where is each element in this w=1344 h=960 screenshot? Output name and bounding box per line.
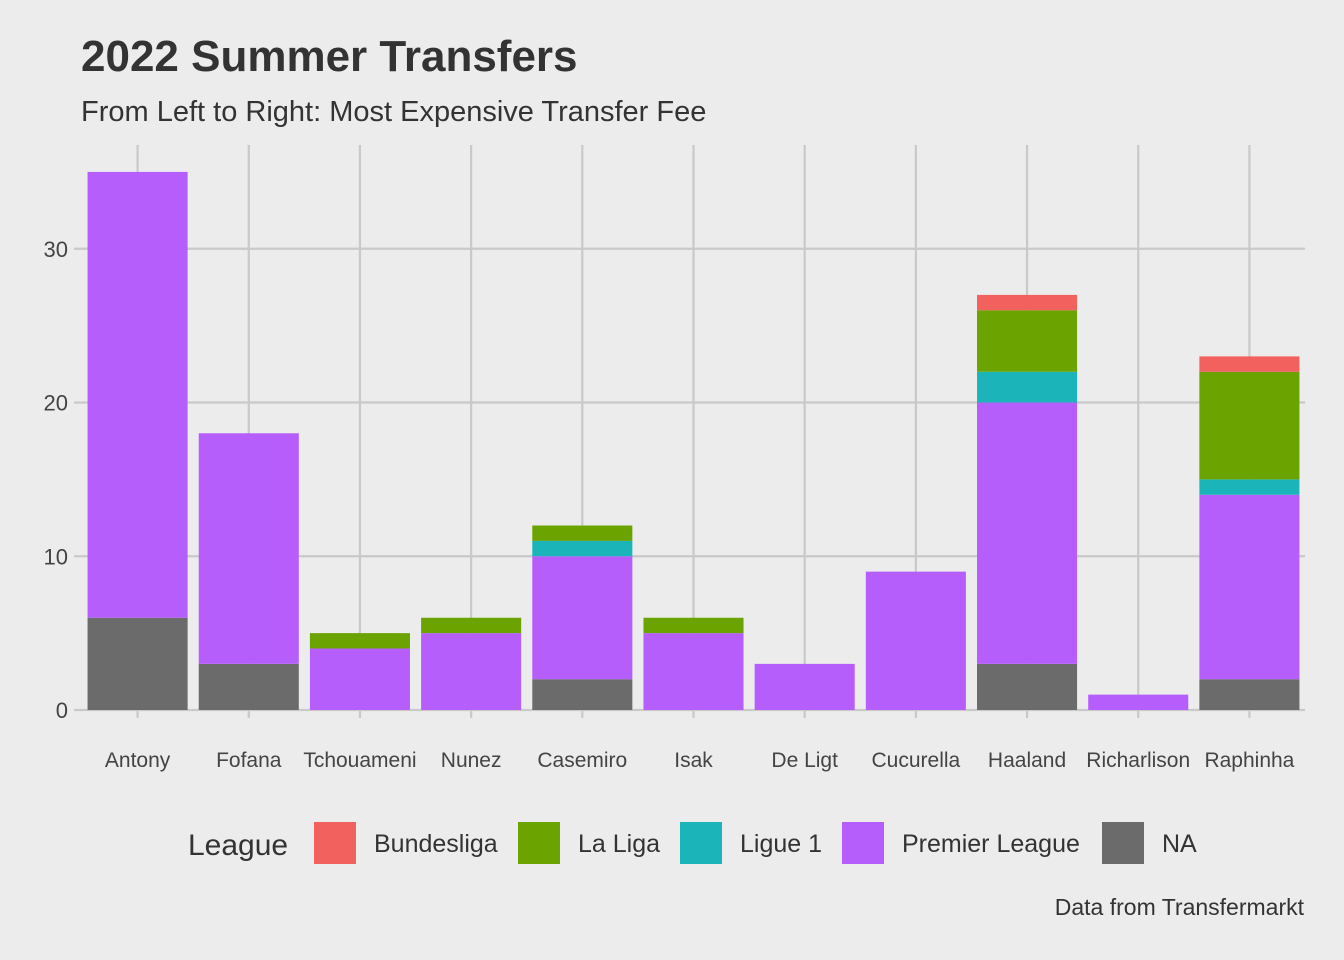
x-tick-label: Tchouameni [303,749,416,772]
bar-stack-isak [643,617,744,710]
y-tick-label: 30 [44,237,68,262]
legend-item-na: NA [1102,822,1197,864]
x-tick-label: Raphinha [1204,749,1294,772]
x-tick-label: Fofana [216,749,282,772]
bar-stack-tchouameni [309,633,410,710]
bar-segment-premier-league [309,648,410,710]
legend-key [518,822,560,864]
legend-key [842,822,884,864]
legend-key [680,822,722,864]
x-tick-label: Nunez [441,749,502,772]
x-tick-label: Casemiro [537,749,627,772]
bar-stack-cucurella [865,571,966,710]
y-tick-label: 0 [56,698,68,723]
bar-segment-na [532,679,633,710]
bar-segment-premier-league [1088,694,1189,710]
bar-segment-la-liga [977,310,1078,372]
bar-stack-nunez [421,617,522,710]
legend-key [314,822,356,864]
bar-stack-haaland [977,294,1078,710]
bar-segment-ligue-1 [977,371,1078,403]
legend-label: NA [1162,830,1197,858]
bar-segment-na [198,663,299,710]
bar-segment-la-liga [532,525,633,541]
bar-stack-casemiro [532,525,633,710]
bar-segment-la-liga [421,617,522,634]
x-tick-label: Isak [674,749,713,772]
legend-item-premier-league: Premier League [842,822,1080,864]
y-tick-label: 10 [44,544,68,569]
chart-caption: Data from Transfermarkt [1054,894,1304,920]
bar-segment-premier-league [754,663,855,710]
legend-label: Ligue 1 [740,830,822,858]
bar-segment-premier-league [87,171,188,618]
bar-segment-ligue-1 [1199,479,1300,495]
bar-segment-premier-league [1199,494,1300,680]
bar-segment-la-liga [643,617,744,634]
bar-segment-na [1199,679,1300,710]
legend-item-bundesliga: Bundesliga [314,822,498,864]
bar-stack-fofana [198,433,299,710]
bar-stack-antony [87,171,188,710]
legend: League Bundesliga La Liga Ligue 1 Premier Le… [188,822,1197,864]
bar-stack-richarlison [1088,694,1189,710]
x-tick-label: De Ligt [771,749,838,772]
legend-label: La Liga [578,830,660,858]
bar-segment-premier-league [865,571,966,710]
bar-segment-la-liga [309,633,410,649]
bar-stacks [87,171,1300,710]
y-tick-label: 20 [44,391,68,416]
legend-key [1102,822,1144,864]
chart-subtitle: From Left to Right: Most Expensive Trans… [81,96,707,128]
bar-segment-ligue-1 [532,540,633,557]
x-tick-label: Antony [105,749,171,772]
bar-segment-premier-league [198,433,299,664]
bar-segment-bundesliga [1199,356,1300,372]
bar-segment-na [977,663,1078,710]
bar-segment-premier-league [532,556,633,680]
x-tick-label: Haaland [988,749,1066,772]
legend-label: Premier League [902,830,1080,858]
x-tick-label: Richarlison [1086,749,1190,772]
axis-ticks: 0 10 20 30 Antony Fofana Tchouameni Nunez Casemi… [44,237,1295,772]
chart-title: 2022 Summer Transfers [81,32,578,81]
legend-title: League [188,829,288,862]
legend-item-ligue-1: Ligue 1 [680,822,822,864]
bar-segment-premier-league [421,633,522,710]
x-tick-label: Cucurella [872,749,961,772]
bar-segment-bundesliga [977,294,1078,311]
bar-stack-raphinha [1199,356,1300,710]
bar-segment-la-liga [1199,371,1300,480]
bar-segment-premier-league [977,402,1078,664]
bar-stack-de-ligt [754,663,855,710]
bar-segment-premier-league [643,633,744,710]
legend-label: Bundesliga [374,830,498,858]
bar-segment-na [87,617,188,710]
legend-item-la-liga: La Liga [518,822,660,864]
